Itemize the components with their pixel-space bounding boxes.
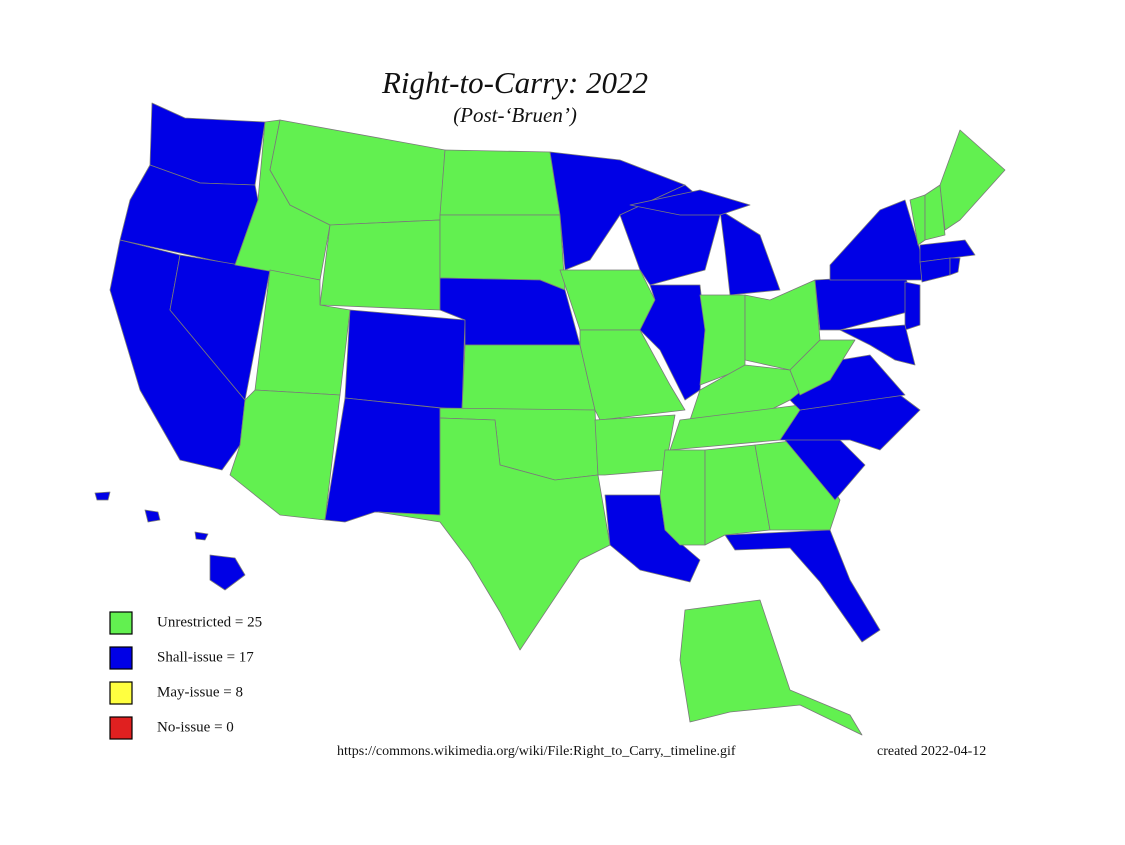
state xyxy=(377,417,611,651)
map-title: Right-to-Carry: 2022 xyxy=(381,65,648,100)
state xyxy=(629,189,751,216)
state xyxy=(461,344,596,411)
legend-label: Shall-issue = 17 xyxy=(157,649,254,665)
legend: Unrestricted = 25 Shall-issue = 17 May-iss… xyxy=(109,611,262,740)
created-date: created 2022-04-12 xyxy=(877,744,986,759)
state xyxy=(344,309,466,411)
state xyxy=(789,339,856,396)
state xyxy=(94,491,111,501)
state xyxy=(194,531,209,541)
state xyxy=(559,269,656,331)
state xyxy=(939,129,1006,231)
state xyxy=(579,329,686,421)
legend-swatch xyxy=(109,611,133,635)
state xyxy=(679,599,863,736)
state xyxy=(324,397,441,523)
state xyxy=(594,414,676,476)
legend-swatch xyxy=(109,646,133,670)
map-subtitle: (Post-‘Bruen’) xyxy=(453,103,577,127)
state xyxy=(919,257,951,283)
state xyxy=(319,219,441,311)
state xyxy=(949,257,961,276)
state xyxy=(439,149,561,216)
state xyxy=(904,281,921,331)
states xyxy=(94,102,1006,736)
legend-swatch xyxy=(109,716,133,740)
state xyxy=(829,199,926,281)
state xyxy=(724,529,881,643)
legend-label: Unrestricted = 25 xyxy=(157,614,262,630)
state xyxy=(924,184,946,241)
source-url: https://commons.wikimedia.org/wiki/File:… xyxy=(337,744,736,759)
state xyxy=(719,209,781,296)
legend-label: May-issue = 8 xyxy=(157,684,243,700)
legend-label: No-issue = 0 xyxy=(157,719,234,735)
state xyxy=(699,294,746,386)
state xyxy=(704,444,771,546)
state xyxy=(549,151,686,271)
legend-swatch xyxy=(109,681,133,705)
state xyxy=(209,554,246,591)
state xyxy=(144,509,161,523)
state xyxy=(814,274,916,331)
state xyxy=(839,324,916,366)
state xyxy=(919,239,976,263)
state xyxy=(229,389,341,521)
state xyxy=(659,449,706,546)
